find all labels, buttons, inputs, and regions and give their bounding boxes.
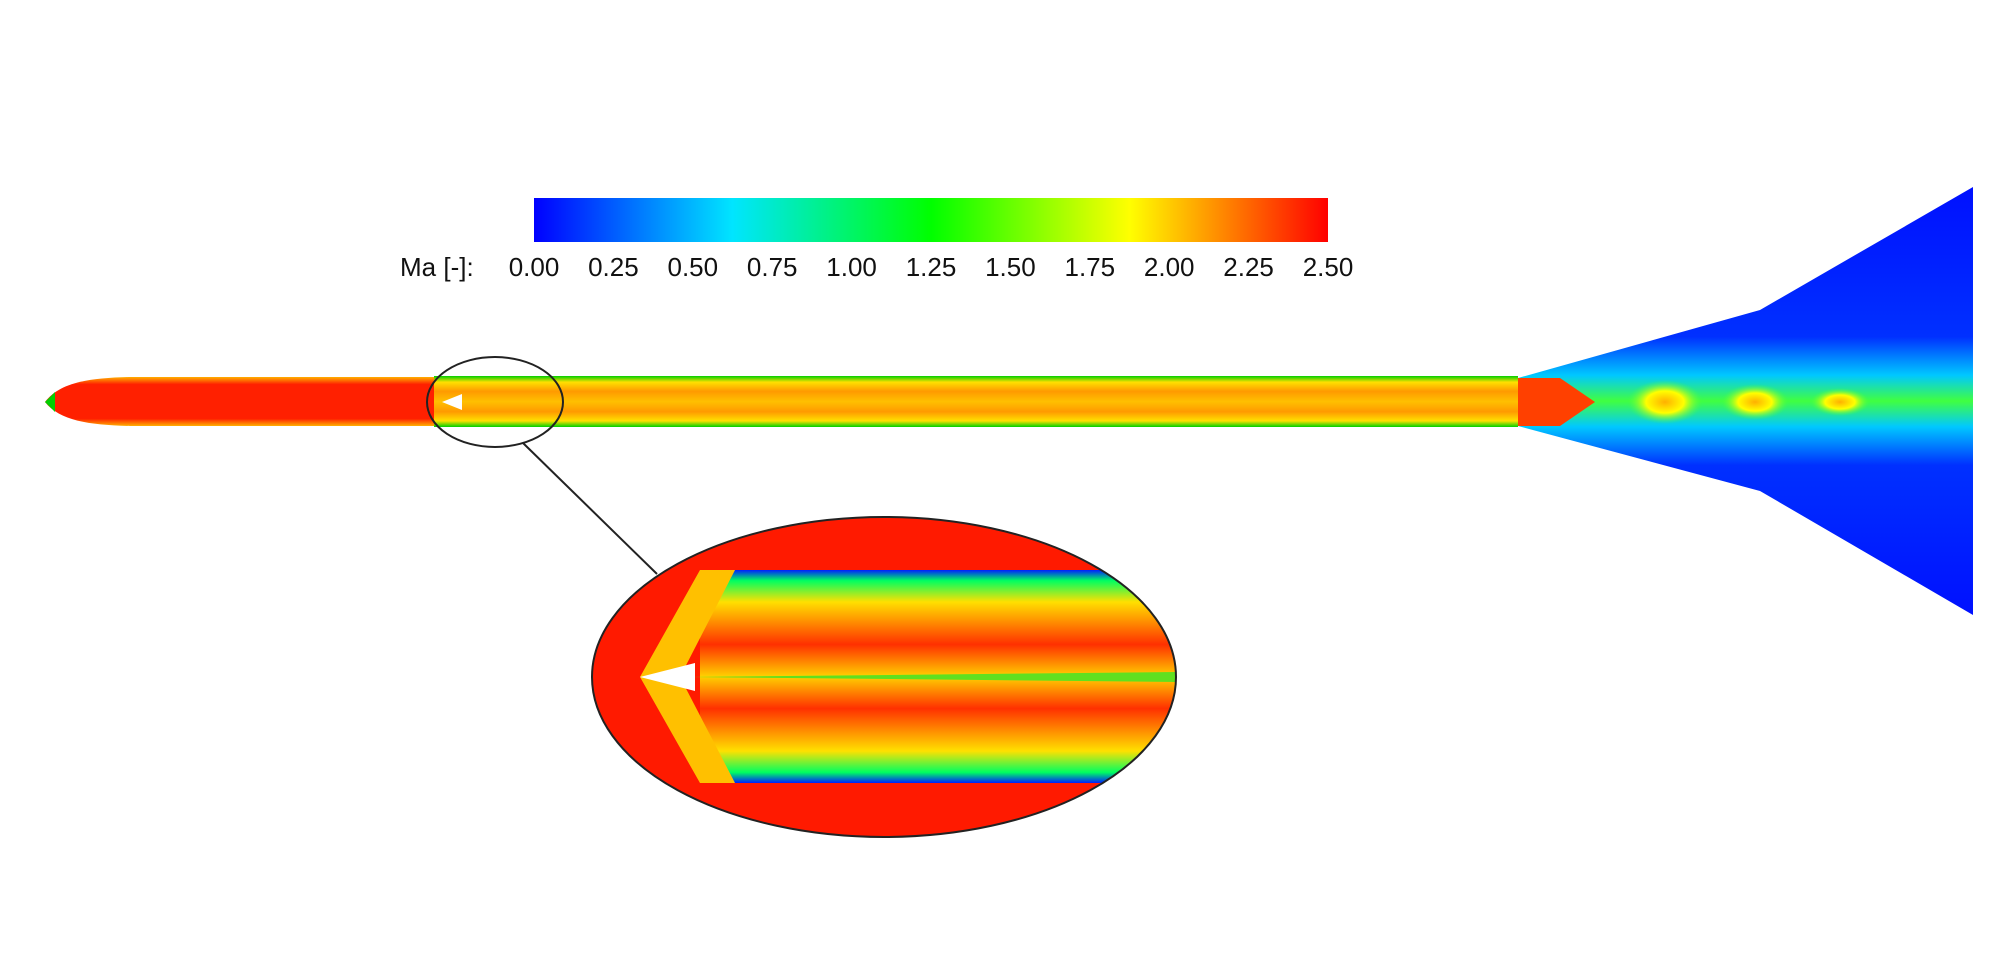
colorbar-tick-label: 2.50	[1303, 252, 1354, 282]
colorbar	[534, 198, 1328, 242]
channel-exit-shock	[1518, 378, 1595, 426]
colorbar-tick-label: 0.25	[588, 252, 639, 282]
zoom-view	[592, 517, 1176, 837]
colorbar-tick-label: 0.00	[509, 252, 560, 282]
colorbar-tick-label: 1.75	[1064, 252, 1115, 282]
colorbar-tick-label: 0.50	[667, 252, 718, 282]
shock-cell	[1721, 384, 1789, 420]
wedge-zoom	[640, 663, 695, 691]
inlet-section	[45, 377, 434, 426]
colorbar-tick-label: 1.50	[985, 252, 1036, 282]
colorbar-tick-label: 0.75	[747, 252, 798, 282]
wedge	[442, 394, 462, 410]
colorbar-label: Ma [-]:	[400, 252, 474, 282]
shock-cell	[1627, 380, 1703, 424]
inlet-tip	[45, 392, 55, 412]
colorbar-tick-label: 1.00	[826, 252, 877, 282]
zoom-marker	[426, 356, 564, 448]
wake	[690, 672, 1176, 682]
colorbar-tick-label: 1.25	[906, 252, 957, 282]
colorbar-tick-label: 2.00	[1144, 252, 1195, 282]
zoom-connector	[522, 442, 658, 575]
channel	[434, 376, 1518, 427]
zoom-ellipse	[591, 516, 1177, 838]
shock-cell	[1810, 388, 1870, 416]
colorbar-tick-label: 2.25	[1223, 252, 1274, 282]
